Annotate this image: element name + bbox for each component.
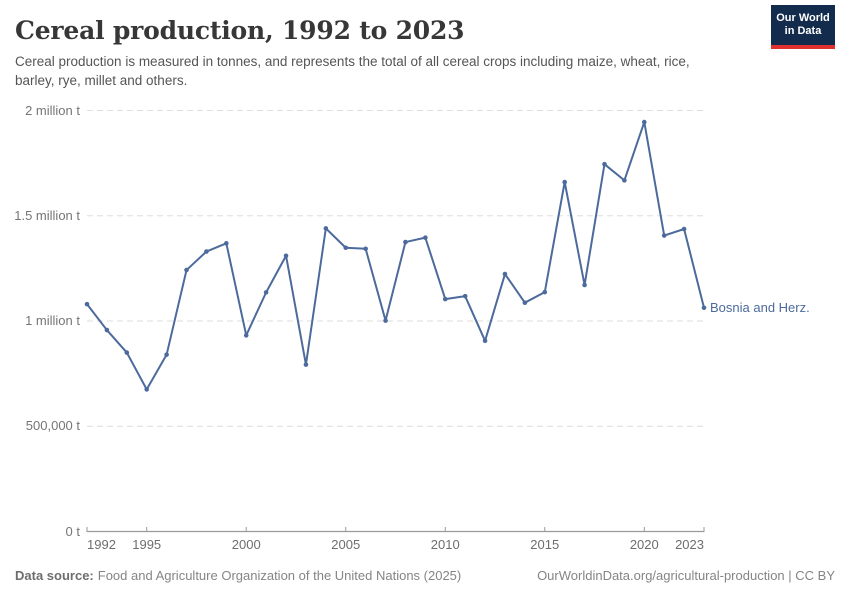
data-point	[542, 289, 548, 295]
data-point	[562, 179, 567, 185]
data-point	[124, 350, 130, 355]
data-point	[363, 246, 368, 252]
credit-note: OurWorldinData.org/agricultural-producti…	[537, 568, 835, 583]
data-point	[661, 233, 667, 238]
data-point	[522, 300, 528, 305]
data-point	[423, 235, 428, 240]
data-point	[681, 226, 687, 232]
series-line	[86, 121, 705, 391]
data-point	[323, 226, 329, 231]
owid-logo-line2: in Data	[784, 25, 822, 37]
series-entity-label: Bosnia and Herz.	[710, 299, 810, 315]
data-point	[224, 241, 229, 246]
data-point	[403, 239, 408, 245]
y-tick-label: 2 million t	[25, 102, 80, 118]
x-tick-label: 2015	[530, 537, 560, 552]
data-point	[442, 296, 448, 302]
data-point	[622, 178, 627, 183]
data-point	[343, 245, 349, 251]
y-tick-label: 1 million t	[25, 313, 80, 328]
owid-logo: Our World in Data	[771, 5, 835, 49]
x-tick-label: 2005	[331, 537, 361, 552]
data-point	[243, 333, 249, 338]
data-source-label: Data source:	[15, 568, 94, 583]
page-title: Cereal production, 1992 to 2023	[15, 16, 465, 45]
chart-footer: Data source: Food and Agriculture Organiz…	[15, 568, 835, 583]
data-point	[582, 282, 587, 288]
y-tick-label: 0 t	[65, 523, 80, 539]
x-tick-label: 2010	[430, 537, 460, 552]
data-point	[283, 253, 289, 259]
x-tick-label: 2020	[629, 537, 659, 552]
data-point	[104, 327, 110, 333]
data-point	[263, 290, 269, 295]
data-point	[84, 301, 90, 307]
chart-subtitle: Cereal production is measured in tonnes,…	[15, 54, 690, 88]
data-point	[204, 249, 209, 254]
x-tick-label: 2023	[675, 537, 704, 552]
data-source-note: Data source: Food and Agriculture Organiz…	[15, 568, 461, 583]
data-point	[602, 161, 607, 167]
data-source-text: Food and Agriculture Organization of the…	[97, 568, 462, 583]
data-point	[482, 338, 488, 344]
data-point	[462, 293, 468, 299]
data-point	[164, 352, 169, 357]
data-point	[144, 387, 150, 392]
x-tick-label: 1995	[132, 537, 162, 552]
data-point	[701, 305, 707, 311]
data-point	[303, 362, 309, 367]
data-point	[502, 271, 508, 277]
data-point	[383, 318, 388, 323]
data-point	[184, 267, 189, 273]
data-point	[641, 119, 647, 125]
y-tick-label: 500,000 t	[25, 418, 80, 434]
owid-logo-line1: Our World	[776, 12, 830, 24]
x-tick-label: 1992	[87, 537, 116, 552]
x-tick-label: 2000	[231, 537, 261, 552]
y-tick-label: 1.5 million t	[14, 207, 80, 223]
